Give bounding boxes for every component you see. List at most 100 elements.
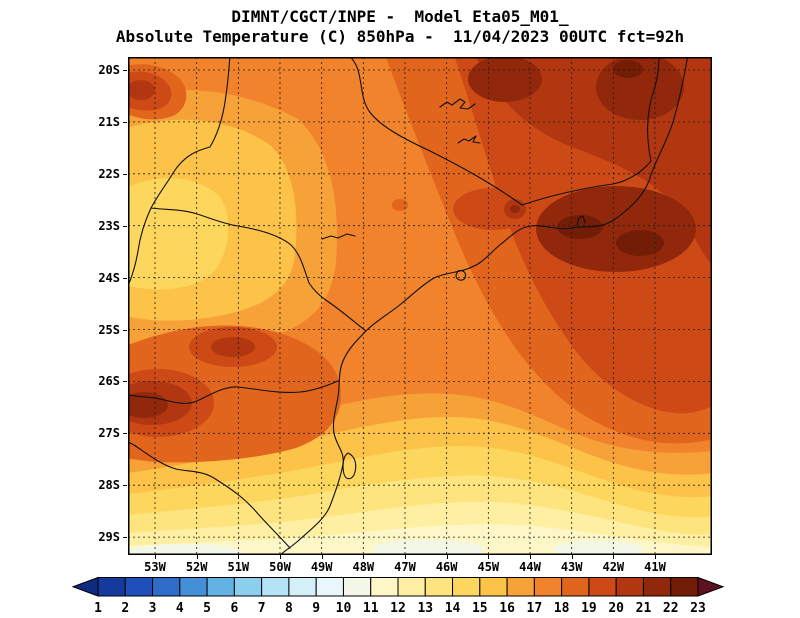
lon-tick-46W: 46W (435, 560, 458, 574)
lon-tickmark-45W (488, 555, 490, 559)
lon-tick-44W: 44W (519, 560, 541, 574)
colorbar-label-21: 21 (636, 601, 652, 616)
lat-tick-29S: 29S (98, 530, 120, 545)
patch-10-11c-bottom-left (128, 544, 243, 555)
lon-tickmark-51W (238, 555, 240, 559)
colorbar-segment-6-7 (233, 577, 263, 597)
state-border-sc-rs (128, 441, 291, 549)
lon-tickmark-52W (196, 555, 198, 559)
colorbar-segment-2-3 (124, 577, 154, 597)
colorbar-label-8: 8 (285, 601, 293, 616)
lat-tick-26S: 26S (98, 374, 120, 389)
geography-borders (128, 57, 689, 555)
colorbar-segment-19-20 (588, 577, 617, 597)
colorbar-segment-10-11 (342, 577, 372, 597)
lon-tick-48W: 48W (352, 560, 375, 574)
lat-tick-25S: 25S (98, 322, 120, 337)
colorbar-segment-13-14 (424, 577, 454, 597)
reservoir-squiggle-3 (321, 233, 356, 240)
lon-tick-50W: 50W (269, 560, 291, 574)
field-east-core-22-23c-b (616, 230, 664, 256)
lon-tickmark-42W (613, 555, 615, 559)
state-border-mg-es (647, 57, 660, 162)
lon-tickmark-44W (529, 555, 531, 559)
colorbar-segment-7-8 (261, 577, 290, 597)
lat-tick-28S: 28S (98, 478, 120, 493)
colorbar-label-11: 11 (363, 601, 379, 616)
lon-tickmark-43W (571, 555, 573, 559)
lat-tickmark-23S (123, 225, 127, 227)
lon-tickmark-50W (279, 555, 281, 559)
lon-tick-45W: 45W (477, 560, 500, 574)
colorbar-arrow-low (71, 577, 99, 597)
lat-tick-27S: 27S (98, 426, 120, 441)
lon-tick-53W: 53W (144, 560, 166, 574)
lon-tickmark-49W (321, 555, 323, 559)
field-top-hot-21-22c-west (468, 57, 542, 102)
lon-tick-49W: 49W (310, 560, 333, 574)
florianopolis-island (342, 452, 357, 480)
colorbar-label-4: 4 (176, 601, 184, 616)
temperature-contour-map (128, 57, 712, 555)
lat-tickmark-21S (123, 121, 127, 123)
lat-tickmark-26S (123, 381, 127, 383)
colorbar-segment-5-6 (206, 577, 235, 597)
colorbar-segment-16-17 (506, 577, 535, 597)
colorbar-label-2: 2 (121, 601, 129, 616)
colorbar-segment-11-12 (370, 577, 399, 597)
lon-tick-43W: 43W (560, 560, 583, 574)
lon-tick-42W: 42W (602, 560, 625, 574)
field-small-spot-18-19c (392, 199, 408, 211)
field-saopaulo-hotspot-21-22c (510, 205, 520, 213)
lon-tickmark-46W (446, 555, 448, 559)
colorbar-segment-14-15 (452, 577, 481, 597)
colorbar-label-1: 1 (94, 601, 102, 616)
lat-tickmark-20S (123, 70, 127, 71)
temperature-field (128, 57, 712, 555)
guanabara-bay (576, 215, 586, 226)
state-border-pr-ms (128, 207, 152, 287)
colorbar-label-23: 23 (690, 601, 706, 616)
colorbar-label-7: 7 (258, 601, 266, 616)
colorbar-label-5: 5 (203, 601, 211, 616)
colorbar-label-9: 9 (312, 601, 320, 616)
patch-10-11c-bottom-right (553, 541, 643, 555)
lon-tick-47W: 47W (394, 560, 416, 574)
lat-tickmark-24S (123, 277, 127, 279)
colorbar-segment-3-4 (152, 577, 181, 597)
field-top-core-22-23c (613, 60, 643, 78)
colorbar-segment-4-5 (179, 577, 208, 597)
colorbar-segment-1-2 (97, 577, 126, 597)
lat-tick-24S: 24S (98, 270, 120, 285)
field-northwest-20-21c (128, 80, 155, 100)
colorbar-label-22: 22 (663, 601, 679, 616)
lat-tick-22S: 22S (98, 166, 120, 181)
colorbar-segment-17-18 (533, 577, 563, 597)
reservoir-squiggle-2 (457, 135, 481, 144)
colorbar-label-13: 13 (417, 601, 433, 616)
lat-tick-21S: 21S (98, 114, 120, 129)
colorbar-label-10: 10 (336, 601, 352, 616)
field-west-core-14-15c (128, 178, 229, 290)
colorbar-label-15: 15 (472, 601, 488, 616)
lon-tick-41W: 41W (644, 560, 666, 574)
colorbar-segment-8-9 (288, 577, 317, 597)
patch-10-11c-bottom-center (372, 540, 484, 555)
colorbar-label-20: 20 (608, 601, 624, 616)
figure-title-line2: Absolute Temperature (C) 850hPa - 11/04/… (115, 27, 685, 46)
lat-tickmark-28S (123, 485, 127, 487)
colorbar-segment-21-22 (642, 577, 672, 597)
state-border-sp-mg (349, 57, 523, 206)
colorbar-label-16: 16 (499, 601, 515, 616)
lat-tickmark-27S (123, 433, 127, 435)
colorbar-segment-9-10 (315, 577, 344, 597)
colorbar-segment-20-21 (615, 577, 644, 597)
lat-tickmark-22S (123, 173, 127, 175)
lat-tickmark-29S (123, 537, 127, 539)
colorbar-segment-22-23 (670, 577, 699, 597)
colorbar-segment-15-16 (479, 577, 508, 597)
colorbar-label-12: 12 (390, 601, 406, 616)
colorbar: 1 2 3 4 5 6 7 8 9 10 11 12 13 14 15 16 17 18 19 20 21 22 23 (71, 577, 725, 616)
state-border-pr-sc (128, 380, 339, 404)
colorbar-segment-12-13 (397, 577, 426, 597)
